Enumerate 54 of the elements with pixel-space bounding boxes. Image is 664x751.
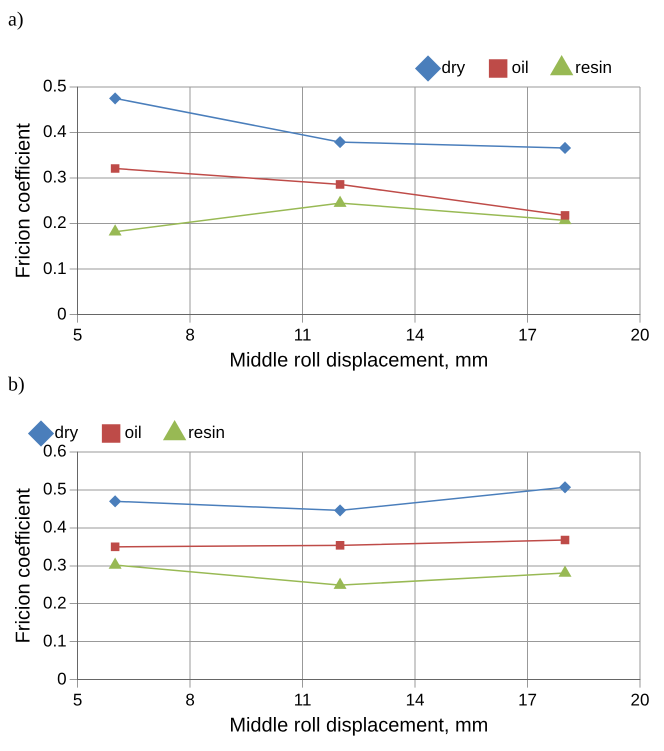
legend-label: dry (442, 58, 466, 78)
y-tick-label: 0.2 (42, 593, 67, 612)
x-axis-title: Middle roll displacement, mm (229, 350, 488, 372)
y-axis-title: Fricion coefficient (12, 122, 35, 278)
x-tick-label: 14 (406, 690, 425, 710)
point (109, 225, 122, 236)
point (109, 496, 121, 508)
point (560, 211, 570, 220)
legend-label: resin (575, 58, 612, 78)
chart-title: b) (8, 373, 25, 396)
x-tick-label: 17 (518, 690, 537, 710)
point (109, 92, 121, 104)
point (559, 482, 571, 494)
x-tick-label: 8 (185, 690, 195, 710)
point (336, 180, 344, 189)
point (109, 558, 122, 569)
y-axis-title: Fricion coefficient (12, 488, 35, 644)
point (560, 536, 570, 544)
point (110, 164, 120, 173)
x-tick-label: 20 (630, 325, 650, 344)
legend-label: oil (124, 423, 142, 442)
y-tick-label: 0.3 (42, 168, 67, 187)
y-tick-label: 0.4 (42, 518, 67, 537)
y-tick-label: 0.2 (42, 213, 67, 232)
y-tick-label: 0 (57, 304, 67, 324)
point (559, 566, 571, 577)
point (559, 142, 571, 154)
y-tick-label: 0.3 (42, 555, 67, 574)
legend-label: dry (54, 423, 79, 442)
x-tick-label: 11 (294, 325, 312, 344)
y-tick-label: 0.1 (42, 258, 67, 278)
x-tick-label: 14 (406, 325, 425, 344)
x-tick-label: 5 (72, 690, 82, 710)
x-tick-label: 20 (630, 690, 650, 710)
x-tick-label: 5 (72, 325, 82, 344)
x-axis-title: Middle roll displacement, mm (229, 714, 488, 737)
y-tick-label: 0.5 (42, 76, 67, 96)
x-tick-label: 11 (294, 690, 312, 710)
chart-title: a) (8, 8, 24, 30)
point (110, 542, 120, 552)
point (334, 136, 346, 148)
legend-label: oil (512, 58, 529, 78)
point (334, 578, 346, 589)
point (334, 196, 346, 207)
x-tick-label: 8 (185, 325, 195, 344)
y-tick-label: 0.5 (42, 480, 67, 499)
legend-label: resin (188, 423, 225, 442)
y-tick-label: 0 (57, 669, 67, 688)
y-tick-label: 0.4 (42, 122, 67, 142)
y-tick-label: 0.1 (42, 631, 67, 650)
y-tick-label: 0.6 (42, 442, 67, 461)
point (336, 541, 344, 550)
x-tick-label: 17 (518, 325, 537, 344)
point (334, 504, 346, 516)
